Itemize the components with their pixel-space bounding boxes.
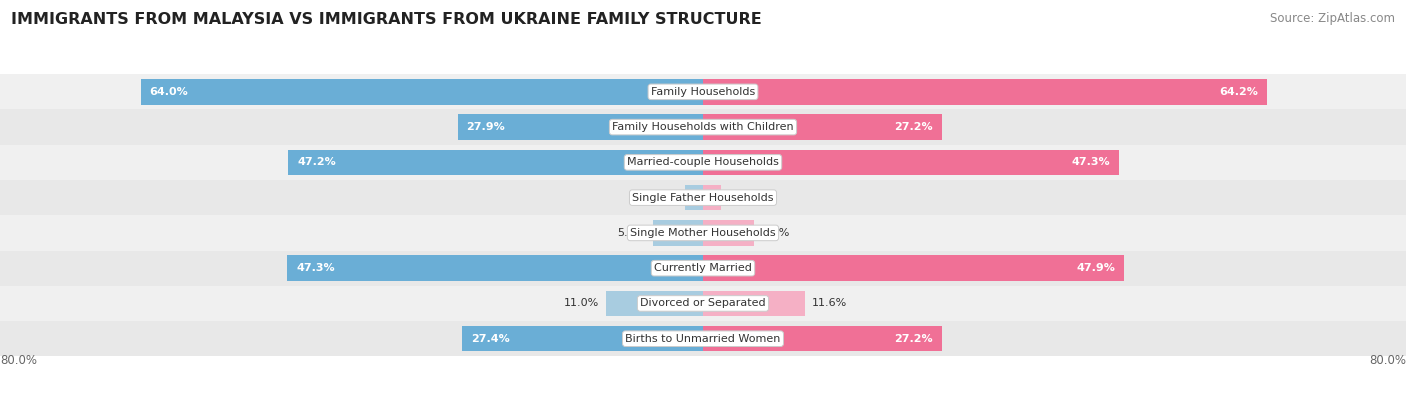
- Bar: [0, 286, 1406, 321]
- Text: 47.9%: 47.9%: [1076, 263, 1115, 273]
- Bar: [0, 109, 1406, 145]
- Bar: [703, 115, 942, 140]
- Bar: [703, 326, 942, 352]
- Bar: [703, 150, 1119, 175]
- Text: 11.6%: 11.6%: [813, 299, 848, 308]
- Text: 64.0%: 64.0%: [149, 87, 188, 97]
- Text: Single Mother Households: Single Mother Households: [630, 228, 776, 238]
- Text: 47.3%: 47.3%: [297, 263, 335, 273]
- Text: 27.2%: 27.2%: [894, 122, 934, 132]
- Bar: [703, 291, 804, 316]
- Bar: [0, 250, 1406, 286]
- Text: Currently Married: Currently Married: [654, 263, 752, 273]
- Text: 11.0%: 11.0%: [564, 299, 599, 308]
- Bar: [287, 256, 703, 281]
- Text: Single Father Households: Single Father Households: [633, 193, 773, 203]
- Bar: [463, 326, 703, 352]
- Text: 27.2%: 27.2%: [894, 334, 934, 344]
- Text: 47.3%: 47.3%: [1071, 157, 1109, 167]
- Bar: [703, 220, 754, 246]
- Text: 80.0%: 80.0%: [1369, 354, 1406, 367]
- Text: 27.4%: 27.4%: [471, 334, 510, 344]
- Text: Married-couple Households: Married-couple Households: [627, 157, 779, 167]
- Text: 2.0%: 2.0%: [728, 193, 756, 203]
- Text: 80.0%: 80.0%: [0, 354, 37, 367]
- Bar: [703, 79, 1267, 105]
- Text: Births to Unmarried Women: Births to Unmarried Women: [626, 334, 780, 344]
- Bar: [703, 256, 1123, 281]
- Bar: [0, 180, 1406, 215]
- Bar: [288, 150, 703, 175]
- Text: Divorced or Separated: Divorced or Separated: [640, 299, 766, 308]
- Text: 27.9%: 27.9%: [467, 122, 505, 132]
- Bar: [652, 220, 703, 246]
- Bar: [0, 215, 1406, 250]
- Text: 64.2%: 64.2%: [1219, 87, 1258, 97]
- Text: 5.7%: 5.7%: [617, 228, 645, 238]
- Text: 2.0%: 2.0%: [650, 193, 678, 203]
- Bar: [458, 115, 703, 140]
- Text: Family Households: Family Households: [651, 87, 755, 97]
- Bar: [703, 185, 721, 211]
- Text: Family Households with Children: Family Households with Children: [612, 122, 794, 132]
- Bar: [0, 321, 1406, 356]
- Text: 5.8%: 5.8%: [761, 228, 789, 238]
- Text: IMMIGRANTS FROM MALAYSIA VS IMMIGRANTS FROM UKRAINE FAMILY STRUCTURE: IMMIGRANTS FROM MALAYSIA VS IMMIGRANTS F…: [11, 12, 762, 27]
- Bar: [0, 74, 1406, 109]
- Bar: [141, 79, 703, 105]
- Bar: [0, 145, 1406, 180]
- Text: Source: ZipAtlas.com: Source: ZipAtlas.com: [1270, 12, 1395, 25]
- Text: 47.2%: 47.2%: [297, 157, 336, 167]
- Bar: [606, 291, 703, 316]
- Bar: [686, 185, 703, 211]
